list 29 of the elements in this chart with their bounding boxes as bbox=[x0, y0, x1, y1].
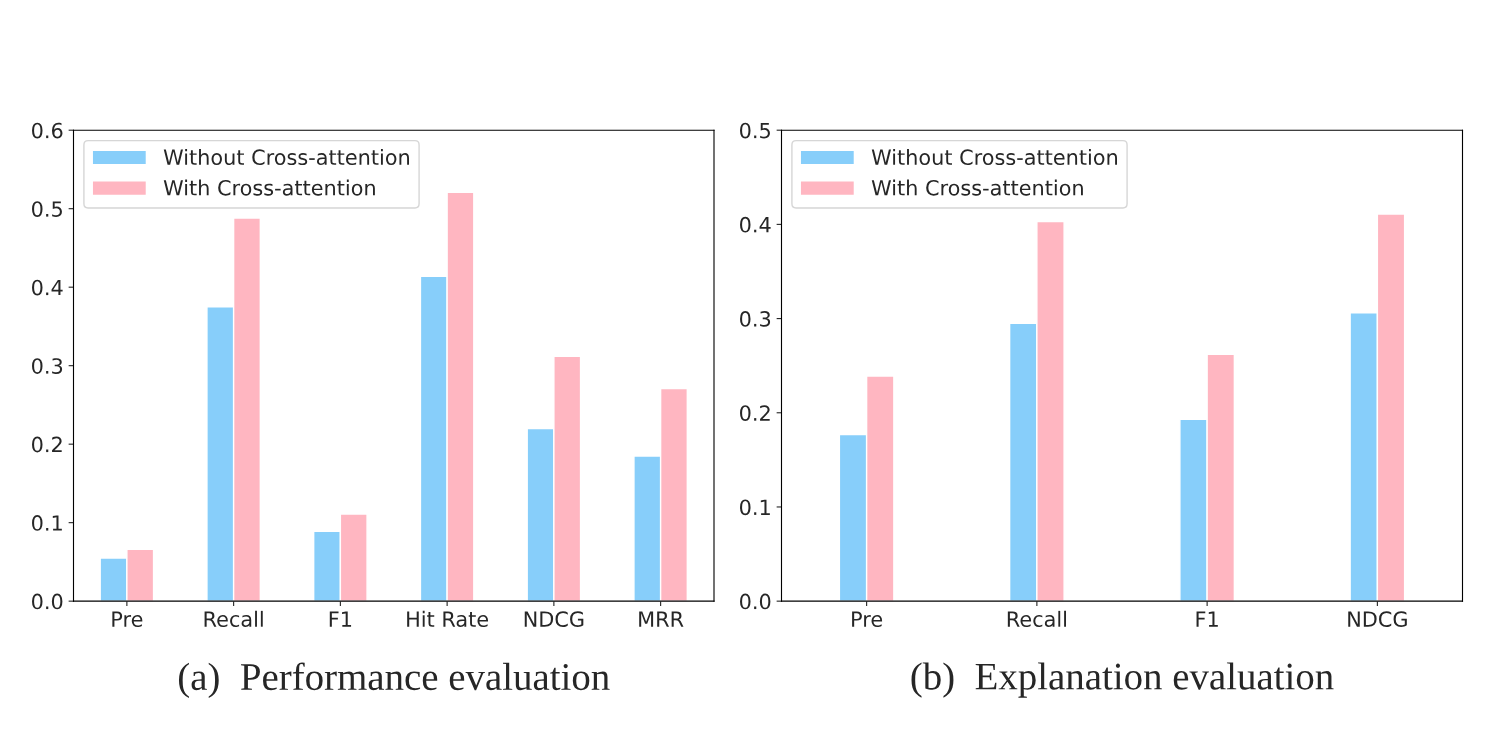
y-tick-label: 0.4 bbox=[740, 216, 771, 233]
legend-label: With Cross-attention bbox=[871, 179, 1083, 196]
y-tick-label: 0.0 bbox=[32, 593, 63, 610]
x-tick-label: NDCG bbox=[524, 611, 584, 627]
x-tick-label: Hit Rate bbox=[407, 610, 489, 627]
text: (a) Performance evaluation bbox=[178, 662, 610, 699]
y-tick-label: 0.5 bbox=[32, 201, 62, 217]
x-tick-label: F1 bbox=[329, 611, 352, 627]
y-tick-label: 0.5 bbox=[740, 122, 770, 139]
x-tick-label: MRR bbox=[639, 611, 684, 627]
y-tick-label: 0.3 bbox=[32, 358, 63, 374]
y-tick-label: 0.1 bbox=[740, 499, 770, 516]
y-tick-label: 0.2 bbox=[740, 405, 770, 421]
y-tick-label: 0.3 bbox=[740, 311, 771, 327]
legend-label: Without Cross-attention bbox=[163, 148, 409, 166]
y-tick-label: 0.0 bbox=[740, 593, 771, 610]
x-tick-label: NDCG bbox=[1348, 611, 1407, 627]
y-tick-label: 0.6 bbox=[32, 122, 63, 139]
x-tick-label: Recall bbox=[1007, 610, 1066, 627]
x-tick-label: Recall bbox=[204, 610, 263, 627]
x-tick-label: Pre bbox=[112, 611, 143, 627]
text: (b) Explanation evaluation bbox=[911, 662, 1334, 698]
x-tick-label: Pre bbox=[852, 611, 883, 627]
x-tick-label: F1 bbox=[1196, 611, 1218, 627]
legend-label: With Cross-attention bbox=[163, 179, 375, 196]
y-tick-label: 0.4 bbox=[32, 279, 63, 296]
legend-label: Without Cross-attention bbox=[871, 148, 1117, 166]
y-tick-label: 0.1 bbox=[32, 515, 62, 531]
y-tick-label: 0.2 bbox=[32, 436, 62, 453]
